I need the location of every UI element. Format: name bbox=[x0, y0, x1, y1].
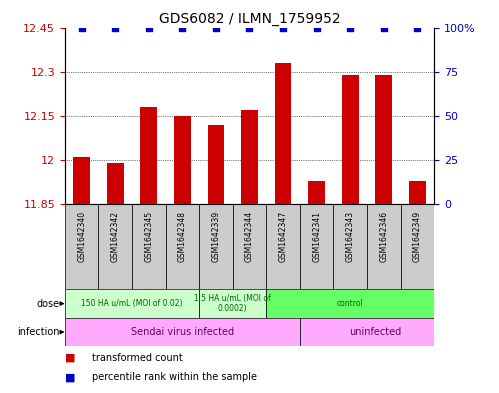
Bar bbox=[65, 318, 300, 346]
Text: GSM1642342: GSM1642342 bbox=[111, 211, 120, 262]
Text: dose: dose bbox=[37, 299, 60, 309]
Text: GSM1642349: GSM1642349 bbox=[413, 211, 422, 262]
Bar bbox=[65, 204, 98, 289]
Bar bbox=[199, 204, 233, 289]
Text: GSM1642340: GSM1642340 bbox=[77, 211, 86, 262]
Point bbox=[380, 24, 388, 31]
Point bbox=[313, 24, 321, 31]
Bar bbox=[132, 204, 166, 289]
Text: 1.5 HA u/mL (MOI of
0.0002): 1.5 HA u/mL (MOI of 0.0002) bbox=[194, 294, 271, 313]
Text: GSM1642347: GSM1642347 bbox=[278, 211, 287, 262]
Text: uninfected: uninfected bbox=[349, 327, 402, 337]
Bar bbox=[107, 163, 124, 204]
Bar bbox=[266, 204, 300, 289]
Point bbox=[145, 24, 153, 31]
Bar bbox=[73, 157, 90, 204]
Bar bbox=[208, 125, 225, 204]
Bar bbox=[300, 318, 451, 346]
Point bbox=[413, 24, 421, 31]
Bar bbox=[333, 204, 367, 289]
Point bbox=[78, 24, 86, 31]
Bar bbox=[65, 289, 199, 318]
Bar bbox=[401, 204, 434, 289]
Text: Sendai virus infected: Sendai virus infected bbox=[131, 327, 234, 337]
Text: GSM1642344: GSM1642344 bbox=[245, 211, 254, 262]
Text: GSM1642345: GSM1642345 bbox=[144, 211, 153, 262]
Point bbox=[212, 24, 220, 31]
Text: ■: ■ bbox=[65, 372, 79, 382]
Bar bbox=[274, 63, 291, 204]
Text: GSM1642343: GSM1642343 bbox=[346, 211, 355, 262]
Bar bbox=[140, 107, 157, 204]
Text: GSM1642348: GSM1642348 bbox=[178, 211, 187, 262]
Text: ■: ■ bbox=[65, 353, 79, 363]
Text: GSM1642346: GSM1642346 bbox=[379, 211, 388, 262]
Bar bbox=[409, 181, 426, 204]
Point bbox=[346, 24, 354, 31]
Bar bbox=[241, 110, 258, 204]
Bar bbox=[98, 204, 132, 289]
Point bbox=[178, 24, 186, 31]
Text: GSM1642341: GSM1642341 bbox=[312, 211, 321, 262]
Bar bbox=[375, 75, 392, 204]
Bar bbox=[300, 204, 333, 289]
Text: control: control bbox=[337, 299, 364, 308]
Bar bbox=[266, 289, 434, 318]
Text: percentile rank within the sample: percentile rank within the sample bbox=[92, 372, 257, 382]
Text: 150 HA u/mL (MOI of 0.02): 150 HA u/mL (MOI of 0.02) bbox=[81, 299, 183, 308]
Point bbox=[111, 24, 119, 31]
Text: GDS6082 / ILMN_1759952: GDS6082 / ILMN_1759952 bbox=[159, 12, 340, 26]
Bar bbox=[166, 204, 199, 289]
Point bbox=[246, 24, 253, 31]
Text: infection: infection bbox=[17, 327, 60, 337]
Bar bbox=[308, 181, 325, 204]
Bar bbox=[342, 75, 359, 204]
Text: GSM1642339: GSM1642339 bbox=[212, 211, 221, 262]
Bar bbox=[199, 289, 266, 318]
Text: transformed count: transformed count bbox=[92, 353, 183, 363]
Bar bbox=[233, 204, 266, 289]
Point bbox=[279, 24, 287, 31]
Bar bbox=[174, 116, 191, 204]
Bar bbox=[367, 204, 401, 289]
